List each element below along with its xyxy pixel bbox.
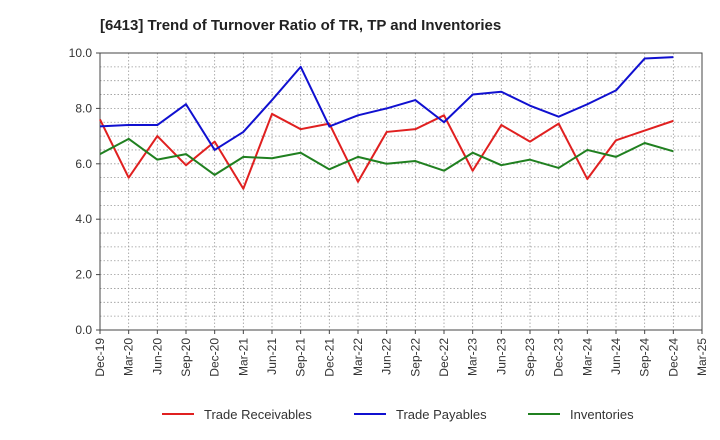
x-tick-label: Sep-23 [523,338,537,377]
y-tick-label: 0.0 [75,323,92,337]
x-tick-label: Sep-20 [179,338,193,377]
legend-label: Inventories [570,407,634,422]
legend-label: Trade Receivables [204,407,312,422]
x-tick-label: Jun-23 [494,338,508,375]
series-lines [99,56,674,190]
x-tick-label: Sep-24 [638,338,652,377]
x-tick-label: Mar-25 [695,338,709,376]
x-tick-label: Mar-23 [466,338,480,376]
chart-title: [6413] Trend of Turnover Ratio of TR, TP… [100,17,501,34]
y-tick-label: 8.0 [75,101,92,115]
y-tick-label: 10.0 [69,46,93,60]
y-tick-label: 2.0 [75,268,92,282]
x-tick-label: Dec-23 [552,338,566,377]
legend: Trade Receivables Trade Payables Inventori… [162,407,634,422]
x-tick-label: Sep-22 [408,338,422,377]
y-tick-label: 6.0 [75,157,92,171]
series-line-trade-receivables [99,112,674,190]
x-tick-label: Mar-21 [236,338,250,376]
x-tick-label: Dec-24 [666,338,680,377]
x-tick-label: Mar-20 [122,338,136,376]
grid [99,52,703,331]
x-tick-label: Jun-22 [380,338,394,375]
x-tick-label: Dec-19 [93,338,107,377]
x-tick-label: Mar-22 [351,338,365,376]
x-tick-label: Mar-24 [580,338,594,376]
x-tick-label: Dec-20 [208,338,222,377]
y-tick-label: 4.0 [75,212,92,226]
y-axis-ticks: 0.0 2.0 4.0 6.0 8.0 10.0 [69,46,100,337]
series-line-trade-payables [99,56,674,151]
x-tick-label: Sep-21 [294,338,308,377]
x-axis-ticks: Dec-19 Mar-20 Jun-20 Sep-20 Dec-20 Mar-21 Jun-… [93,330,709,377]
plot-area-frame [99,52,703,331]
x-tick-label: Jun-20 [150,338,164,375]
x-tick-label: Jun-24 [609,338,623,375]
series-line-inventories [99,137,674,176]
x-tick-label: Dec-22 [437,338,451,377]
x-tick-label: Dec-21 [322,338,336,377]
x-tick-label: Jun-21 [265,338,279,375]
legend-label: Trade Payables [396,407,487,422]
